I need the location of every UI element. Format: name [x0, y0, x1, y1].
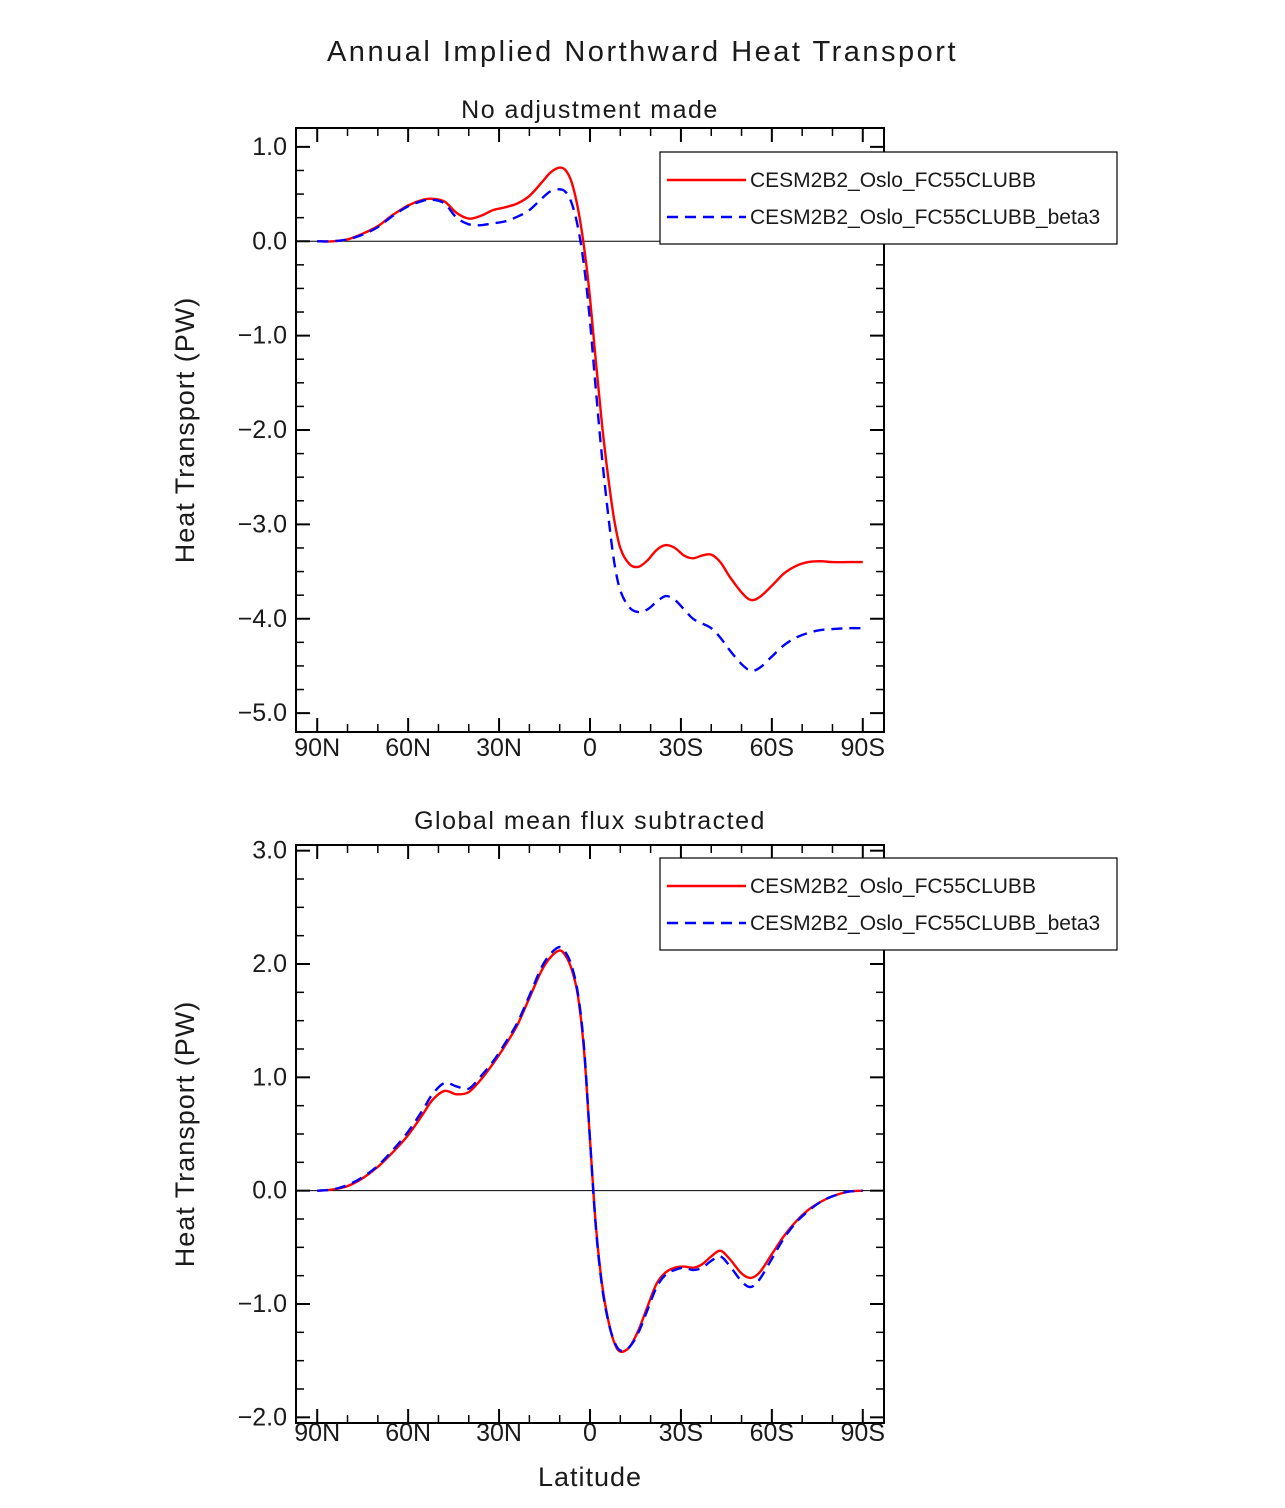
chart-subtitle: No adjustment made: [461, 96, 719, 124]
series-group: [317, 945, 863, 1353]
series-group: [317, 166, 863, 673]
chart-subtitle: Global mean flux subtracted: [414, 807, 766, 835]
x-tick-label: 30N: [476, 1419, 522, 1447]
x-axis-title: Latitude: [538, 1462, 642, 1492]
legend-label: CESM2B2_Oslo_FC55CLUBB: [750, 875, 1036, 898]
x-tick-label: 60N: [385, 1419, 431, 1447]
y-tick-label: 1.0: [252, 1063, 287, 1091]
y-tick-label: −4.0: [238, 605, 287, 633]
legend-label: CESM2B2_Oslo_FC55CLUBB_beta3: [750, 206, 1100, 229]
y-tick-label: 0.0: [252, 227, 287, 255]
y-tick-label: −3.0: [238, 510, 287, 538]
series-line-1: [317, 166, 863, 602]
legend-box: [659, 857, 1118, 951]
x-tick-label: 30S: [659, 1419, 703, 1447]
legend: CESM2B2_Oslo_FC55CLUBB CESM2B2_Oslo_FC55C…: [659, 151, 1118, 245]
x-tick-label: 60S: [750, 1419, 794, 1447]
y-tick-label: −2.0: [238, 416, 287, 444]
x-tick-label: 90S: [841, 734, 885, 762]
x-tick-label: 60S: [750, 734, 794, 762]
series-line-2: [317, 188, 863, 673]
x-axis: 90N 60N 30N 0 30S 60S 90S: [294, 128, 885, 762]
x-tick-label: 60N: [385, 734, 431, 762]
chart-global-mean-subtracted: Global mean flux subtracted 90N 60N 30N 0 30S…: [170, 807, 1118, 1492]
y-tick-label: 1.0: [252, 133, 287, 161]
x-tick-label: 90S: [841, 1419, 885, 1447]
x-axis: 90N 60N 30N 0 30S 60S 90S: [294, 845, 885, 1447]
y-axis: 3.0 2.0 1.0 0.0 −1.0 −2.0: [238, 837, 884, 1431]
x-tick-label: 90N: [294, 1419, 340, 1447]
x-tick-label: 0: [583, 1419, 597, 1447]
legend-label: CESM2B2_Oslo_FC55CLUBB: [750, 169, 1036, 192]
legend-box: [659, 151, 1118, 245]
y-tick-label: −5.0: [238, 699, 287, 727]
legend: CESM2B2_Oslo_FC55CLUBB CESM2B2_Oslo_FC55C…: [659, 857, 1118, 951]
y-axis: 1.0 0.0 −1.0 −2.0 −3.0 −4.0 −5.0: [238, 133, 884, 727]
series-line-2: [317, 945, 863, 1352]
figure-title: Annual Implied Northward Heat Transport: [326, 36, 959, 68]
x-tick-label: 30N: [476, 734, 522, 762]
y-tick-label: −2.0: [238, 1403, 287, 1431]
legend-label: CESM2B2_Oslo_FC55CLUBB_beta3: [750, 912, 1100, 935]
y-axis-title: Heat Transport (PW): [170, 1001, 200, 1268]
y-tick-label: 2.0: [252, 950, 287, 978]
y-axis-title: Heat Transport (PW): [170, 297, 200, 564]
y-tick-label: −1.0: [238, 1290, 287, 1318]
x-tick-label: 30S: [659, 734, 703, 762]
x-tick-label: 0: [583, 734, 597, 762]
y-tick-label: 0.0: [252, 1177, 287, 1205]
chart-no-adjustment: No adjustment made 90N 60N 30N 0 30S 60S 90S 1.0…: [170, 96, 1118, 762]
y-tick-label: −1.0: [238, 322, 287, 350]
y-tick-label: 3.0: [252, 837, 287, 865]
x-tick-label: 90N: [294, 734, 340, 762]
